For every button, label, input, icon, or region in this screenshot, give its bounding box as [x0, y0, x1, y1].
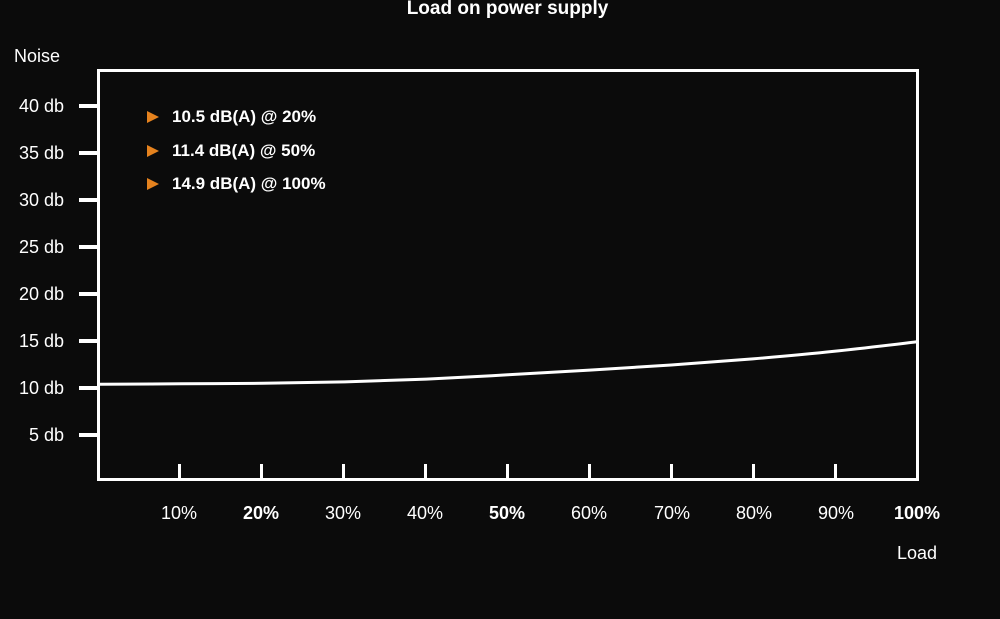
y-tick-mark: [79, 198, 97, 202]
y-tick-mark: [79, 104, 97, 108]
y-tick-mark: [79, 245, 97, 249]
callout-text: 10.5 dB(A) @ 20%: [172, 107, 317, 126]
y-tick-label-15: 15 db: [18, 331, 64, 351]
x-tick-mark: [260, 464, 263, 478]
x-tick-label-10: 10%: [160, 503, 198, 523]
y-tick-label-5: 5 db: [28, 425, 64, 445]
x-tick-mark: [752, 464, 755, 478]
triangle-marker-icon: [147, 111, 159, 123]
y-tick-mark: [79, 151, 97, 155]
y-tick-label-20: 20 db: [18, 284, 64, 304]
y-axis-title: Noise: [14, 46, 61, 66]
y-tick-mark: [79, 386, 97, 390]
x-tick-mark: [588, 464, 591, 478]
callout-text: 14.9 dB(A) @ 100%: [172, 174, 326, 193]
callout-50pct: 11.4 dB(A) @ 50%: [147, 141, 315, 161]
plot-area: [97, 69, 919, 481]
noise-curve: [100, 340, 916, 386]
y-tick-label-30: 30 db: [18, 190, 64, 210]
x-tick-label-80: 80%: [735, 503, 773, 523]
x-tick-label-60: 60%: [570, 503, 608, 523]
triangle-marker-icon: [147, 178, 159, 190]
x-tick-mark: [506, 464, 509, 478]
x-tick-label-40: 40%: [406, 503, 444, 523]
x-tick-label-100: 100%: [893, 503, 941, 523]
noise-curve-svg: [100, 340, 916, 386]
x-tick-mark: [178, 464, 181, 478]
x-tick-mark: [670, 464, 673, 478]
x-tick-mark: [834, 464, 837, 478]
y-tick-mark: [79, 433, 97, 437]
y-tick-label-40: 40 db: [18, 96, 64, 116]
callout-text: 11.4 dB(A) @ 50%: [172, 141, 316, 160]
x-tick-label-70: 70%: [653, 503, 691, 523]
y-tick-label-35: 35 db: [18, 143, 64, 163]
callout-100pct: 14.9 dB(A) @ 100%: [147, 174, 326, 194]
chart-title: Load on power supply: [406, 0, 609, 19]
x-axis-title: Load: [896, 543, 938, 563]
x-tick-label-20: 20%: [242, 503, 280, 523]
x-tick-label-90: 90%: [817, 503, 855, 523]
x-tick-label-30: 30%: [324, 503, 362, 523]
x-tick-mark: [424, 464, 427, 478]
y-tick-label-25: 25 db: [18, 237, 64, 257]
triangle-marker-icon: [147, 145, 159, 157]
y-tick-mark: [79, 292, 97, 296]
callout-20pct: 10.5 dB(A) @ 20%: [147, 107, 316, 127]
x-tick-mark: [342, 464, 345, 478]
x-tick-label-50: 50%: [488, 503, 526, 523]
y-tick-label-10: 10 db: [18, 378, 64, 398]
y-tick-mark: [79, 339, 97, 343]
